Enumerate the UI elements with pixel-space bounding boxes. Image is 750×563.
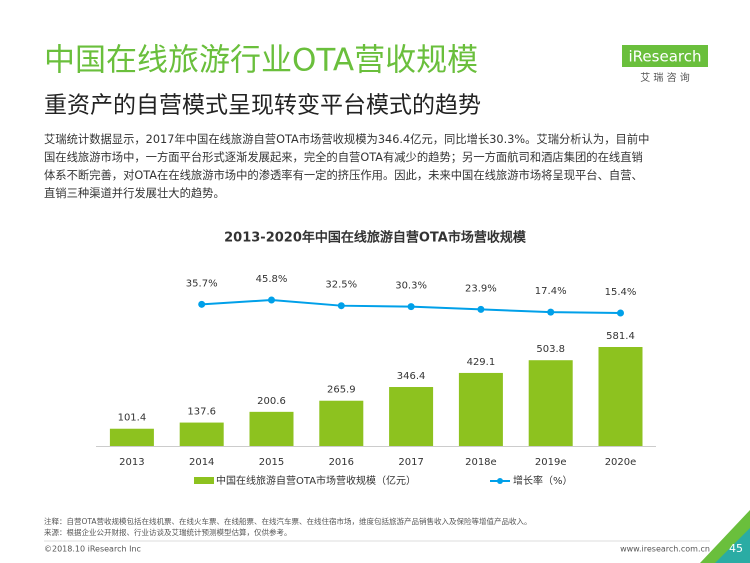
bar xyxy=(319,400,364,446)
bar xyxy=(389,387,434,446)
growth-point xyxy=(547,308,555,316)
x-tick-label: 2018e xyxy=(465,457,497,468)
legend-swatch xyxy=(194,477,214,484)
bar-label: 346.4 xyxy=(397,371,426,382)
page-number: 45 xyxy=(729,542,743,555)
bar xyxy=(109,428,154,446)
legend-label: 增长率（%） xyxy=(513,474,573,487)
x-tick-label: 2020e xyxy=(605,457,637,468)
subtitle: 重资产的自营模式呈现转变平台模式的趋势 xyxy=(44,93,481,119)
logo-box xyxy=(622,45,708,67)
growth-point xyxy=(268,296,275,304)
growth-label: 32.5% xyxy=(325,280,357,291)
growth-point xyxy=(477,305,485,313)
growth-point xyxy=(617,309,624,317)
bar-label: 101.4 xyxy=(118,413,147,424)
x-tick-label: 2015 xyxy=(259,457,284,468)
x-tick-label: 2014 xyxy=(189,457,214,468)
growth-label: 17.4% xyxy=(535,286,567,297)
bar-label: 265.9 xyxy=(327,385,356,396)
growth-label: 35.7% xyxy=(186,278,218,289)
logo-sub: 艾 瑞 咨 询 xyxy=(640,71,690,84)
bar-label: 503.8 xyxy=(536,344,565,355)
x-tick-label: 2019e xyxy=(535,457,567,468)
x-tick-label: 2013 xyxy=(119,457,144,468)
bar xyxy=(179,422,224,446)
note: 来源：根据企业公开财报、行业访谈及艾瑞统计预测模型估算，仅供参考。 xyxy=(44,527,292,537)
chart-title: 2013-2020年中国在线旅游自营OTA市场营收规模 xyxy=(224,230,527,246)
bar-label: 581.4 xyxy=(606,331,635,342)
bar xyxy=(598,347,643,446)
bar-label: 429.1 xyxy=(467,357,496,368)
bar xyxy=(458,372,503,446)
logo: iResearch xyxy=(629,48,702,66)
copyright: ©2018.10 iResearch Inc xyxy=(44,545,141,554)
title: 中国在线旅游行业OTA营收规模 xyxy=(44,43,478,79)
paragraph-line: 艾瑞统计数据显示，2017年中国在线旅游自营OTA市场营收规模为346.4亿元，… xyxy=(44,132,649,146)
paragraph-line: 国在线旅游市场中，一方面平台形式逐渐发展起来，完全的自营OTA有减少的趋势；另一… xyxy=(44,150,643,164)
corner xyxy=(715,528,750,563)
bar xyxy=(249,411,294,446)
paragraph-line: 直销三种渠道并行发展壮大的趋势。 xyxy=(44,186,225,200)
growth-label: 23.9% xyxy=(465,283,497,294)
x-tick-label: 2017 xyxy=(398,457,423,468)
paragraph-line: 体系不断完善，对OTA在在线旅游市场中的渗透率有一定的挤压作用。因此，未来中国在… xyxy=(44,168,643,182)
bar xyxy=(528,360,573,446)
growth-label: 15.4% xyxy=(605,287,637,298)
bar-label: 137.6 xyxy=(187,407,216,418)
bar-label: 200.6 xyxy=(257,396,286,407)
url: www.iresearch.com.cn xyxy=(620,545,710,554)
growth-point xyxy=(407,303,415,311)
growth-label: 45.8% xyxy=(256,274,288,285)
growth-point xyxy=(337,302,345,310)
x-tick-label: 2016 xyxy=(329,457,354,468)
note: 注释：自营OTA营收规模包括在线机票、在线火车票、在线船票、在线汽车票、在线住宿… xyxy=(44,516,532,526)
growth-label: 30.3% xyxy=(395,281,427,292)
legend-label: 中国在线旅游自营OTA市场营收规模（亿元） xyxy=(216,474,416,487)
legend-dot xyxy=(497,478,503,484)
growth-point xyxy=(198,300,206,308)
